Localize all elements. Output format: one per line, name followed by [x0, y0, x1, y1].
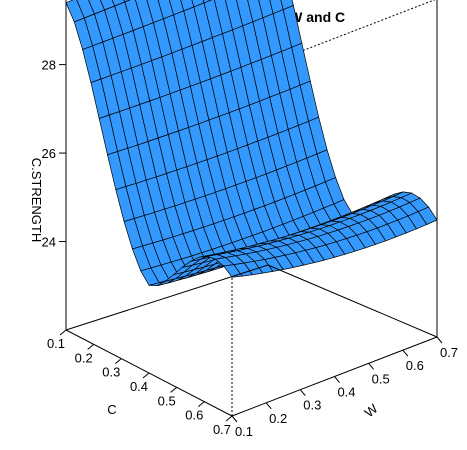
w-tick	[402, 349, 409, 357]
z-axis: C.STRENGTH 24 26 28	[29, 58, 66, 250]
c-tick	[87, 343, 94, 350]
c-tick-label: 0.4	[130, 379, 148, 394]
surface-mesh	[65, 0, 438, 287]
c-tick-label: 0.2	[75, 350, 93, 365]
w-tick	[299, 389, 306, 396]
c-tick	[170, 386, 177, 393]
w-tick	[436, 336, 443, 344]
c-tick	[142, 372, 150, 379]
z-tick-label: 24	[42, 235, 56, 250]
w-tick-label: 0.5	[372, 371, 390, 386]
c-tick-label: 0.1	[47, 336, 65, 351]
box-edge-bottom-right	[267, 264, 438, 338]
w-tick	[265, 402, 272, 410]
c-tick	[59, 329, 67, 336]
w-axis-label: W	[362, 400, 382, 420]
c-tick	[115, 358, 122, 365]
w-tick	[231, 415, 238, 423]
c-tick-label: 0.6	[185, 408, 203, 423]
w-tick-label: 0.3	[303, 398, 321, 413]
c-tick	[225, 415, 233, 422]
w-tick	[334, 376, 340, 383]
w-tick-label: 0.6	[406, 358, 424, 373]
c-tick-label: 0.7	[213, 422, 231, 437]
c-axis-label: C	[107, 402, 116, 417]
z-axis-label: C.STRENGTH	[29, 158, 44, 243]
w-tick	[368, 363, 375, 370]
z-tick-label: 28	[42, 58, 56, 73]
w-tick-label: 0.7	[440, 345, 458, 360]
c-tick	[198, 401, 205, 408]
c-axis: C 0.1 0.2 0.3 0.4 0.5 0.6 0.7	[47, 329, 233, 437]
c-tick-label: 0.5	[158, 393, 176, 408]
w-tick-label: 0.4	[337, 385, 355, 400]
w-axis: W 0.1 0.2 0.3 0.4 0.5 0.6 0.7	[231, 336, 458, 439]
c-tick-label: 0.3	[102, 365, 120, 380]
w-tick-label: 0.1	[235, 424, 253, 439]
z-tick-label: 26	[42, 146, 56, 161]
w-tick-label: 0.2	[269, 411, 287, 426]
box-edge-bottom-back	[65, 264, 269, 331]
